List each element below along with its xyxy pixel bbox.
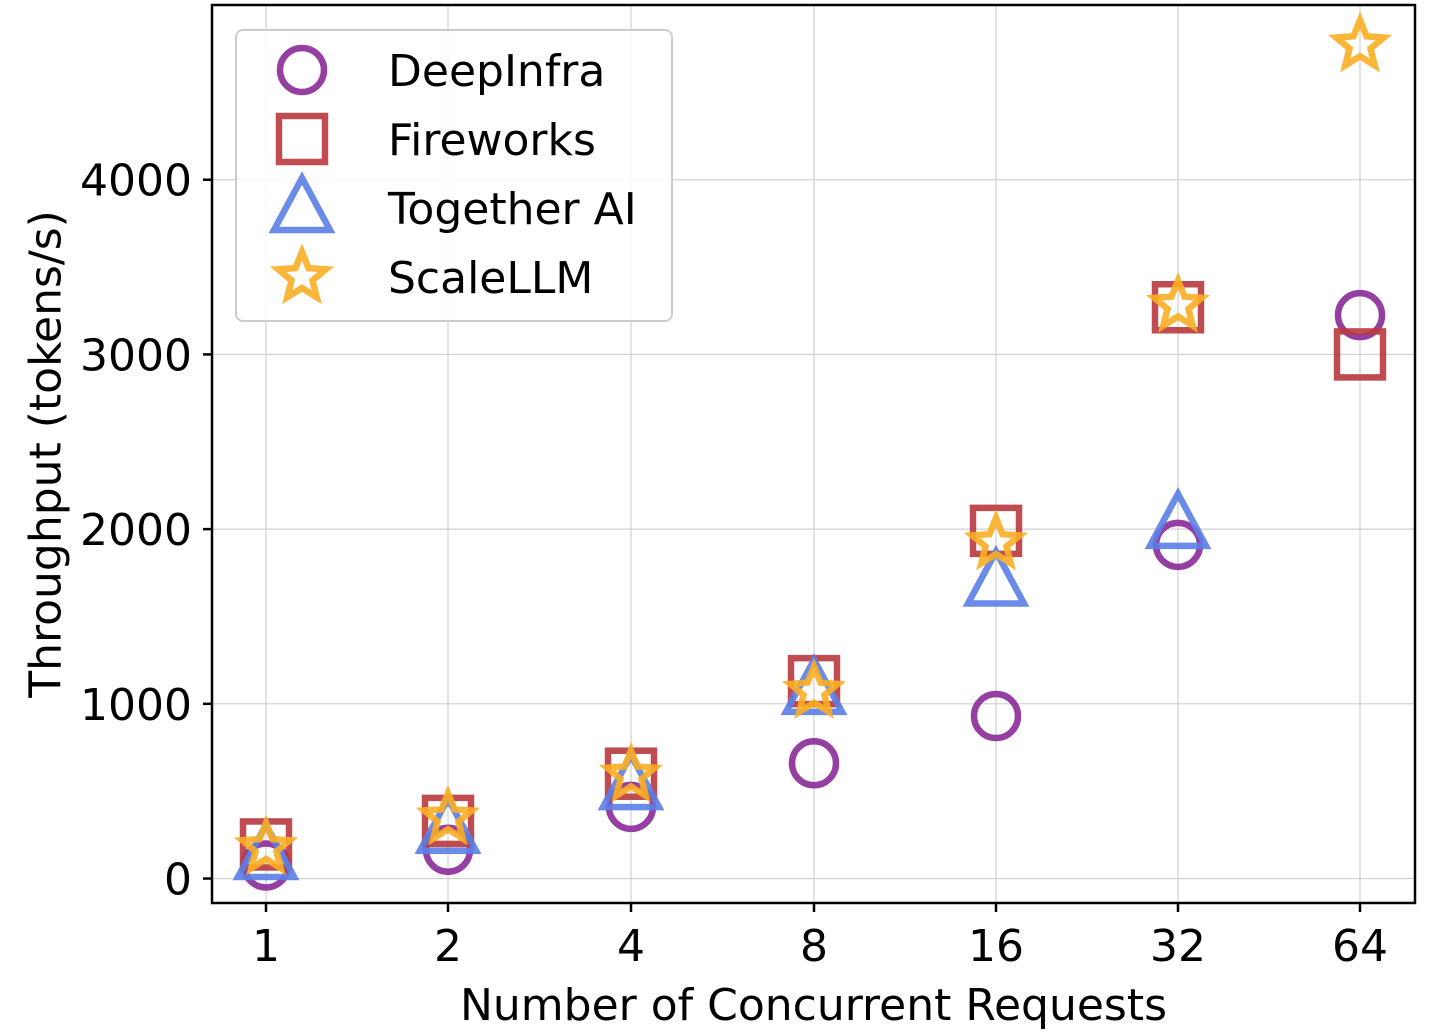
scalellm-point	[1145, 271, 1211, 333]
x-tick-label: 32	[1150, 921, 1206, 972]
x-tick-label: 16	[968, 921, 1024, 972]
x-axis-label: Number of Concurrent Requests	[460, 980, 1167, 1031]
legend-marker-fireworks	[275, 112, 329, 166]
legend-box	[235, 29, 673, 322]
legend-marker-scalellm	[269, 243, 335, 305]
series-scalellm	[233, 11, 1393, 876]
y-axis-label: Throughput (tokens/s)	[21, 210, 72, 699]
x-tick-label: 1	[252, 921, 280, 972]
y-tick-label: 0	[164, 855, 192, 906]
scalellm-point	[781, 657, 847, 719]
series-fireworks	[239, 280, 1387, 871]
deepinfra-point	[970, 690, 1022, 742]
y-tick-label: 2000	[80, 505, 192, 556]
scalellm-point	[598, 741, 664, 803]
together-ai-point	[962, 544, 1030, 607]
legend-label-deepinfra: DeepInfra	[388, 46, 605, 97]
series-together-ai	[232, 487, 1212, 881]
legend-label-scalellm: ScaleLLM	[388, 253, 593, 304]
deepinfra-point	[1334, 289, 1386, 341]
legend-marker-together-ai	[268, 171, 336, 234]
scalellm-point	[415, 784, 481, 846]
y-tick-label: 1000	[80, 680, 192, 731]
scalellm-point	[233, 814, 299, 876]
axis-ticks: 1 2 4 8 16 32 64 0 1000 2000 3000 4000	[80, 156, 1388, 972]
scalellm-point	[1327, 11, 1393, 73]
y-tick-label: 4000	[80, 156, 192, 207]
data-markers	[232, 11, 1393, 891]
legend: DeepInfra Fireworks Together AI ScaleLLM	[235, 29, 673, 322]
legend-marker-deepinfra	[276, 44, 328, 96]
x-tick-label: 8	[800, 921, 828, 972]
together-ai-point	[1144, 487, 1212, 550]
x-tick-label: 64	[1332, 921, 1388, 972]
series-deepinfra	[240, 289, 1386, 891]
x-tick-label: 4	[617, 921, 645, 972]
legend-label-together-ai: Together AI	[387, 184, 637, 235]
fireworks-point	[1333, 328, 1387, 381]
x-tick-label: 2	[434, 921, 462, 972]
y-tick-label: 3000	[80, 330, 192, 381]
scalellm-point	[963, 509, 1029, 571]
legend-label-fireworks: Fireworks	[388, 115, 596, 166]
deepinfra-point	[788, 737, 840, 789]
